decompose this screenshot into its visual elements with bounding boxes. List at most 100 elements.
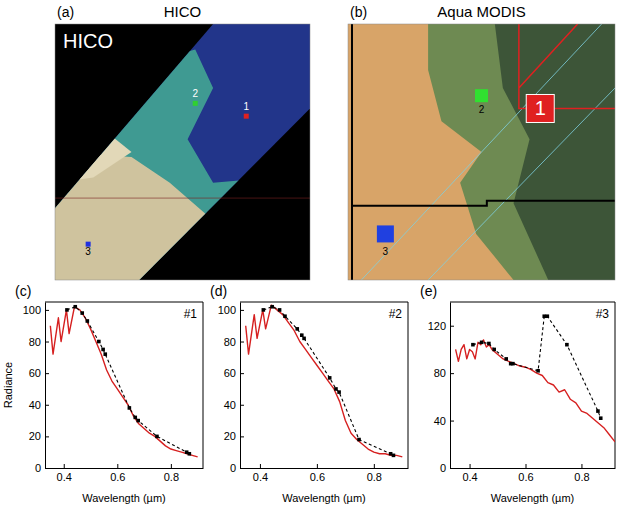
y-tick: 100 bbox=[218, 304, 244, 316]
series-marker bbox=[295, 327, 299, 331]
tick-mark bbox=[470, 464, 471, 468]
x-axis: 0.40.60.8 bbox=[46, 464, 204, 483]
series-marker bbox=[65, 308, 69, 312]
tick-mark bbox=[450, 468, 454, 469]
tick-label: 80 bbox=[29, 336, 41, 348]
series-marker bbox=[536, 369, 540, 373]
image-background bbox=[55, 24, 310, 280]
tick-mark bbox=[45, 373, 49, 374]
image bbox=[348, 24, 615, 280]
image-panel: HICO123 bbox=[55, 24, 310, 280]
chart-title: #1 bbox=[184, 307, 198, 321]
tick-label: 40 bbox=[224, 399, 236, 411]
series-line bbox=[67, 307, 189, 454]
plot-frame bbox=[450, 302, 615, 468]
tick-mark bbox=[45, 436, 49, 437]
series-marker bbox=[86, 319, 90, 323]
water-teal bbox=[55, 50, 310, 280]
y-tick: 120 bbox=[428, 320, 454, 332]
x-tick: 0.6 bbox=[110, 464, 125, 483]
tick-mark bbox=[45, 342, 49, 343]
series-marker bbox=[302, 337, 306, 341]
y-tick: 0 bbox=[230, 462, 244, 474]
station-marker bbox=[244, 114, 249, 119]
panel-letter: (b) bbox=[350, 4, 367, 20]
image-frame bbox=[55, 24, 310, 280]
y-tick: 80 bbox=[434, 367, 454, 379]
series-marker bbox=[133, 416, 137, 420]
series-marker bbox=[565, 343, 569, 347]
series-marker bbox=[337, 390, 341, 394]
tick-mark bbox=[450, 326, 454, 327]
chart-title: #3 bbox=[596, 307, 610, 321]
station-label: 3 bbox=[383, 246, 389, 257]
y-tick: 80 bbox=[224, 336, 244, 348]
grid-line-image bbox=[55, 198, 310, 199]
series-marker bbox=[511, 362, 515, 366]
tick-label: 60 bbox=[224, 367, 236, 379]
tick-mark bbox=[526, 464, 527, 468]
series-marker bbox=[155, 435, 159, 439]
tick-mark bbox=[64, 464, 65, 468]
image bbox=[55, 24, 310, 280]
plot-area bbox=[246, 305, 403, 457]
tick-label: 80 bbox=[434, 367, 446, 379]
plot-frame bbox=[240, 302, 408, 468]
tick-mark bbox=[374, 464, 375, 468]
y-tick: 60 bbox=[29, 367, 49, 379]
tick-label: 0 bbox=[230, 462, 236, 474]
tick-label: 0.4 bbox=[57, 471, 72, 483]
tick-label: 80 bbox=[224, 336, 236, 348]
tick-label: 100 bbox=[23, 304, 41, 316]
image-background bbox=[348, 24, 615, 280]
x-tick: 0.6 bbox=[518, 464, 533, 483]
tick-label: 120 bbox=[428, 320, 446, 332]
chart: 0.40.60.8020406080100#2(d)Wavelength (µm… bbox=[210, 283, 409, 504]
series-marker bbox=[136, 419, 140, 423]
tick-mark bbox=[581, 464, 582, 468]
tick-label: 0 bbox=[440, 462, 446, 474]
y-axis: 020406080100 bbox=[218, 303, 244, 475]
tick-mark bbox=[45, 468, 49, 469]
series-line bbox=[246, 305, 403, 457]
image-frame bbox=[348, 24, 615, 280]
x-tick: 0.6 bbox=[310, 464, 325, 483]
station-marker bbox=[526, 94, 554, 122]
tick-label: 0.6 bbox=[110, 471, 125, 483]
series-marker bbox=[596, 409, 600, 413]
x-tick: 0.4 bbox=[462, 464, 477, 483]
x-axis-title: Wavelength (µm) bbox=[282, 492, 366, 504]
axis-line bbox=[450, 303, 451, 469]
series-marker bbox=[300, 333, 304, 337]
y-axis: 04080120 bbox=[428, 303, 454, 475]
series-marker bbox=[278, 308, 282, 312]
axis-line bbox=[45, 303, 46, 469]
y-tick: 20 bbox=[29, 430, 49, 442]
series-line bbox=[50, 307, 197, 457]
tick-mark bbox=[240, 405, 244, 406]
x-axis: 0.40.60.8 bbox=[241, 464, 409, 483]
tick-mark bbox=[450, 373, 454, 374]
station-label: 2 bbox=[192, 88, 198, 99]
panel-letter: (a) bbox=[57, 4, 74, 20]
chart: 0.40.60.804080120#3(e)Wavelength (µm) bbox=[420, 283, 616, 504]
water-deep bbox=[55, 24, 310, 280]
series-marker bbox=[128, 406, 132, 410]
chart-title: #2 bbox=[389, 307, 403, 321]
y-tick: 40 bbox=[224, 399, 244, 411]
x-axis-title: Wavelength (µm) bbox=[82, 492, 166, 504]
land-green bbox=[428, 24, 615, 280]
x-tick: 0.4 bbox=[253, 464, 268, 483]
y-tick: 0 bbox=[440, 462, 454, 474]
tick-label: 0.6 bbox=[310, 471, 325, 483]
tick-label: 60 bbox=[29, 367, 41, 379]
tick-label: 0.8 bbox=[574, 471, 589, 483]
series-marker bbox=[392, 454, 396, 458]
water-turbid bbox=[55, 132, 132, 183]
station-label: 1 bbox=[243, 101, 249, 112]
series-marker bbox=[97, 340, 101, 344]
land-dark bbox=[495, 24, 615, 280]
series-marker bbox=[599, 416, 603, 420]
tick-mark bbox=[260, 464, 261, 468]
y-tick: 80 bbox=[29, 336, 49, 348]
